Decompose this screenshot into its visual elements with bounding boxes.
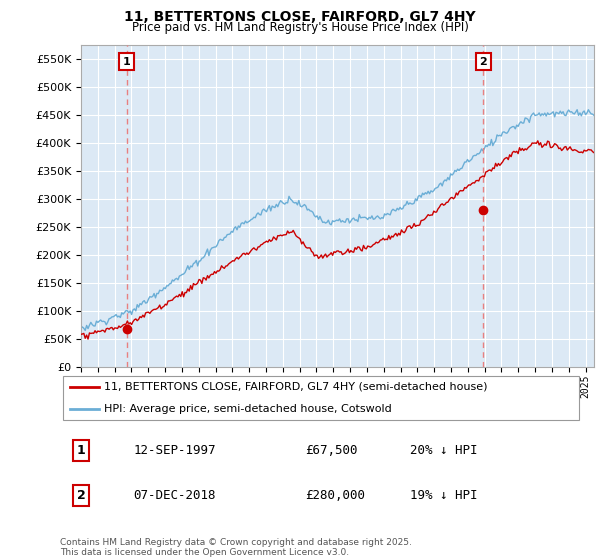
- Text: 1: 1: [77, 444, 85, 457]
- Text: 11, BETTERTONS CLOSE, FAIRFORD, GL7 4HY (semi-detached house): 11, BETTERTONS CLOSE, FAIRFORD, GL7 4HY …: [104, 382, 488, 392]
- Text: 12-SEP-1997: 12-SEP-1997: [133, 444, 215, 457]
- Text: 2: 2: [77, 489, 85, 502]
- Text: 2: 2: [479, 57, 487, 67]
- Text: 20% ↓ HPI: 20% ↓ HPI: [410, 444, 477, 457]
- FancyBboxPatch shape: [62, 376, 580, 421]
- Text: 11, BETTERTONS CLOSE, FAIRFORD, GL7 4HY: 11, BETTERTONS CLOSE, FAIRFORD, GL7 4HY: [124, 10, 476, 24]
- Text: £280,000: £280,000: [305, 489, 365, 502]
- Text: 1: 1: [123, 57, 130, 67]
- Text: 07-DEC-2018: 07-DEC-2018: [133, 489, 215, 502]
- Text: £67,500: £67,500: [305, 444, 358, 457]
- Text: Price paid vs. HM Land Registry's House Price Index (HPI): Price paid vs. HM Land Registry's House …: [131, 21, 469, 34]
- Text: 19% ↓ HPI: 19% ↓ HPI: [410, 489, 477, 502]
- Text: HPI: Average price, semi-detached house, Cotswold: HPI: Average price, semi-detached house,…: [104, 404, 392, 414]
- Text: Contains HM Land Registry data © Crown copyright and database right 2025.
This d: Contains HM Land Registry data © Crown c…: [60, 538, 412, 557]
